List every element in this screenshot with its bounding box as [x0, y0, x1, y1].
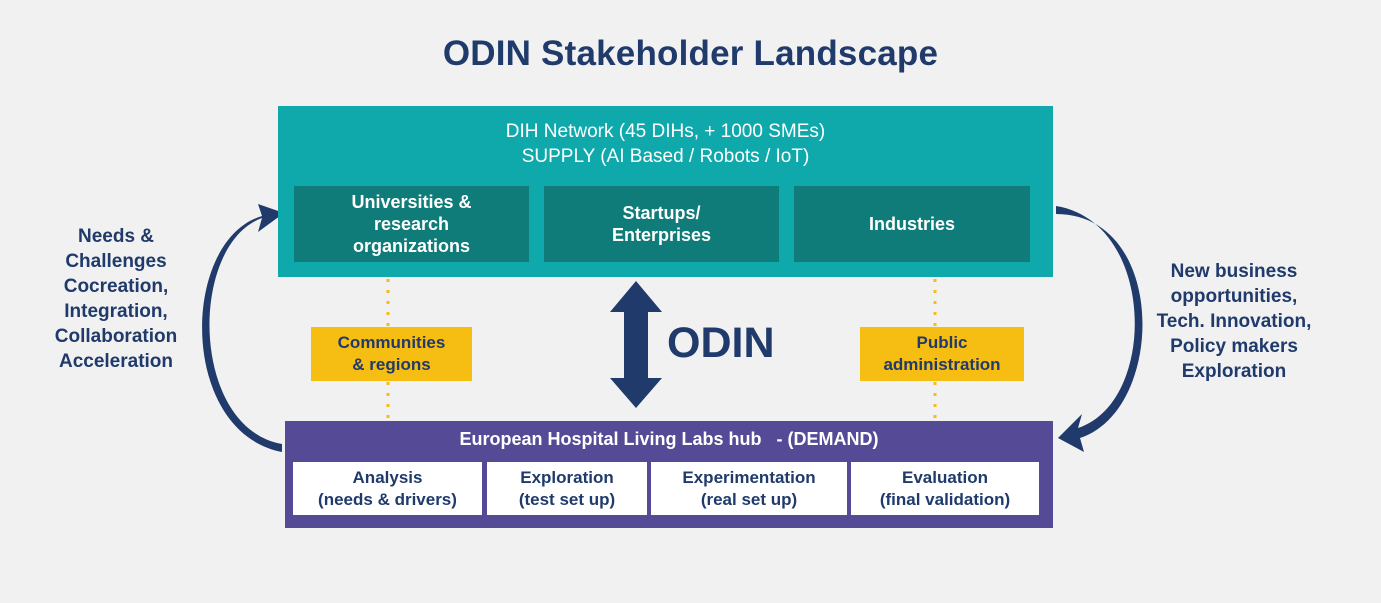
startups-card: Startups/ Enterprises	[544, 186, 779, 262]
experimentation-subtitle: (real set up)	[700, 489, 798, 509]
supply-panel: DIH Network (45 DIHs, + 1000 SMEs) SUPPL…	[278, 106, 1053, 277]
industries-label: Industries	[868, 214, 956, 234]
startups-label: Startups/ Enterprises	[611, 203, 712, 245]
experimentation-card: Experimentation (real set up)	[651, 462, 847, 515]
public-administration-card: Public administration	[860, 327, 1024, 381]
demand-panel: European Hospital Living Labs hub - (DEM…	[285, 421, 1053, 528]
exploration-title: Exploration	[520, 467, 614, 487]
right-curved-arrow	[1056, 206, 1143, 452]
public-admin-line1: Public	[916, 333, 968, 352]
universities-label: Universities & research organizations	[351, 192, 472, 256]
demand-header: European Hospital Living Labs hub - (DEM…	[459, 429, 879, 449]
evaluation-title: Evaluation	[902, 467, 988, 487]
evaluation-card: Evaluation (final validation)	[851, 462, 1039, 515]
universities-card: Universities & research organizations	[294, 186, 529, 262]
supply-header: DIH Network (45 DIHs, + 1000 SMEs) SUPPL…	[278, 119, 1053, 169]
exploration-subtitle: (test set up)	[518, 489, 616, 509]
evaluation-subtitle: (final validation)	[879, 489, 1011, 509]
left-side-text: Needs & Challenges Cocreation, Integrati…	[30, 224, 202, 374]
communities-line2: & regions	[352, 355, 431, 374]
supply-category-text: SUPPLY (AI Based / Robots / IoT)	[521, 146, 810, 167]
exploration-card: Exploration (test set up)	[487, 462, 647, 515]
odin-label: ODIN	[667, 319, 775, 367]
right-side-text: New business opportunities, Tech. Innova…	[1140, 259, 1328, 384]
left-text-line: Needs &	[77, 226, 155, 247]
page-title: ODIN Stakeholder Landscape	[442, 34, 939, 73]
left-text-line: Collaboration	[54, 326, 178, 347]
left-text-line: Acceleration	[58, 351, 174, 372]
analysis-card: Analysis (needs & drivers)	[293, 462, 482, 515]
analysis-title: Analysis	[352, 467, 423, 487]
left-text-line: Integration,	[64, 301, 168, 322]
odin-double-arrow	[610, 281, 662, 408]
right-text-line: Policy makers	[1170, 336, 1298, 357]
analysis-subtitle: (needs & drivers)	[318, 489, 457, 509]
right-text-line: Exploration	[1181, 361, 1287, 382]
supply-network-text: DIH Network (45 DIHs, + 1000 SMEs)	[505, 121, 826, 142]
left-curved-arrow	[202, 204, 284, 452]
left-text-line: Cocreation,	[63, 276, 169, 297]
communities-card: Communities & regions	[311, 327, 472, 381]
communities-line1: Communities	[337, 333, 446, 352]
public-admin-line2: administration	[883, 355, 1001, 374]
right-text-line: opportunities,	[1170, 286, 1298, 307]
right-text-line: Tech. Innovation,	[1156, 311, 1312, 332]
industries-card: Industries	[794, 186, 1030, 262]
experimentation-title: Experimentation	[682, 467, 816, 487]
right-text-line: New business	[1170, 261, 1298, 282]
left-text-line: Challenges	[65, 251, 167, 272]
